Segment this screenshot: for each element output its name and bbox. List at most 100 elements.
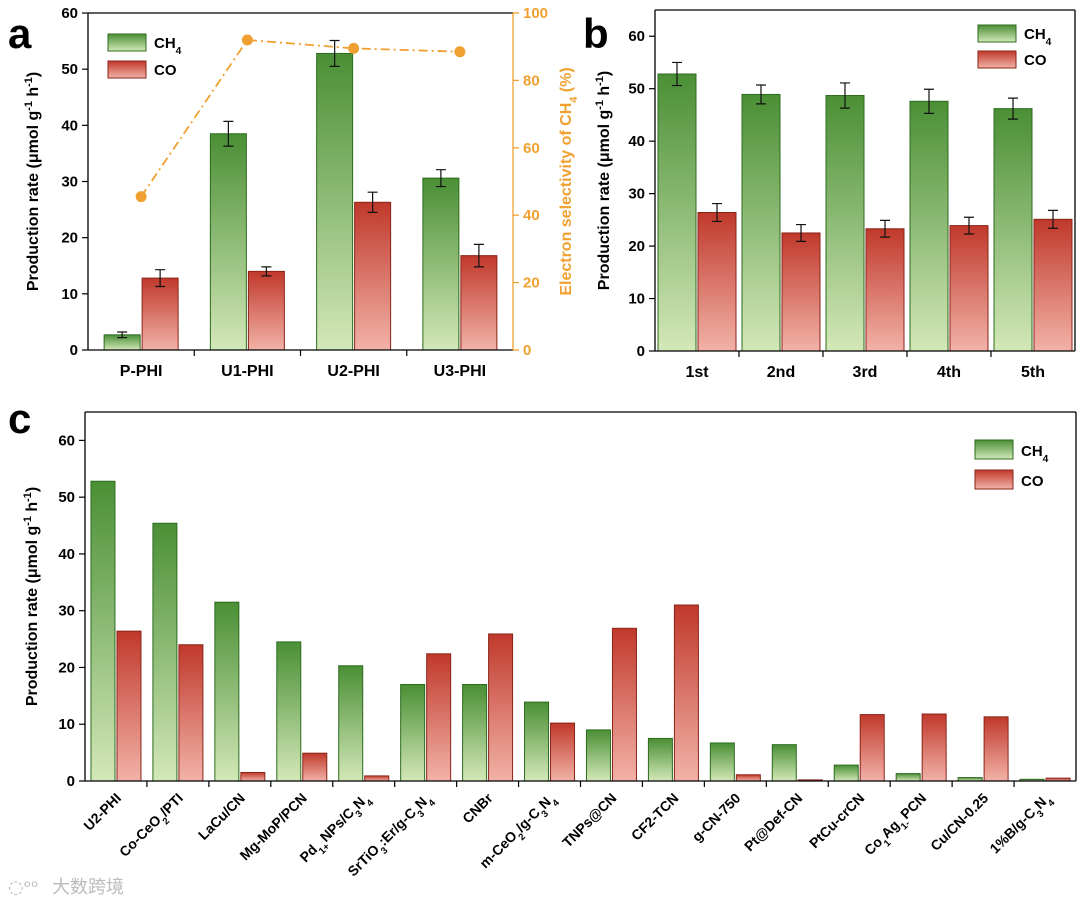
bar-co-7 [488, 633, 514, 782]
errorbar-ch4-5 [1008, 97, 1018, 120]
y2-tick-label: 40 [523, 207, 540, 224]
selectivity-point-1 [135, 191, 147, 203]
bar-co-9 [611, 627, 637, 782]
bar-ch4-4 [276, 641, 302, 782]
y2-tick-label: 60 [523, 140, 540, 157]
category-label-3: U2-PHI [327, 363, 379, 380]
legend-label-ch4: CH4 [154, 35, 182, 57]
bar-ch4-1 [657, 73, 697, 352]
errorbar-ch4-1 [672, 61, 682, 87]
bar-co-10 [673, 604, 699, 782]
bar-co-4 [949, 225, 989, 352]
panel-letter: b [583, 10, 609, 57]
bar-co-5 [1033, 218, 1073, 352]
legend-swatch-ch4 [974, 439, 1014, 460]
bar-co-2 [178, 644, 204, 782]
y-tick-label: 30 [61, 174, 78, 191]
bar-ch4-10 [647, 737, 673, 782]
y-tick-label: 0 [637, 343, 645, 360]
bar-ch4-2 [209, 133, 247, 351]
errorbar-ch4-2 [756, 84, 766, 105]
y-tick-label: 20 [628, 238, 645, 255]
category-label-16: 1%B/g-C3N4 [986, 789, 1057, 860]
errorbar-ch4-3 [840, 82, 850, 109]
y-tick-label: 20 [58, 659, 75, 676]
category-label-1: U2-PHI [80, 790, 124, 834]
y-tick-label: 60 [628, 28, 645, 45]
bar-co-14 [921, 713, 947, 782]
y-tick-label: 40 [58, 546, 75, 563]
y-tick-label: 40 [628, 133, 645, 150]
bar-ch4-12 [771, 744, 797, 782]
y2-tick-label: 0 [523, 342, 531, 359]
legend: CH4 CO [107, 33, 182, 79]
bar-co-15 [983, 716, 1009, 782]
y-axis-label: Production rate (μmol g-1 h-1) [22, 487, 41, 706]
category-label-2: U1-PHI [221, 363, 273, 380]
category-label-14: Co1Ag1-PCN [861, 790, 933, 862]
bar-ch4-4 [909, 100, 949, 352]
selectivity-point-4 [454, 46, 466, 58]
bar-ch4-9 [585, 729, 611, 782]
bar-ch4-8 [524, 701, 550, 782]
category-label-4: 4th [937, 364, 961, 381]
y-tick-label: 0 [70, 342, 78, 359]
y-tick-label: 50 [58, 489, 75, 506]
bar-ch4-3 [316, 52, 354, 351]
category-label-10: CF2-TCN [628, 790, 682, 844]
selectivity-point-2 [241, 34, 253, 46]
errorbar-co-3 [367, 191, 378, 213]
bar-co-3 [865, 228, 905, 352]
bar-co-11 [735, 774, 761, 782]
bar-ch4-5 [993, 108, 1033, 352]
errorbar-co-5 [1048, 209, 1058, 229]
category-label-9: TNPs@CN [559, 790, 620, 851]
panel-letter: a [8, 10, 32, 57]
bar-co-2 [781, 232, 821, 352]
y2-axis-label: Electron selectivity of CH4 (%) [558, 67, 580, 295]
bar-ch4-14 [895, 773, 921, 782]
bar-co-6 [426, 653, 452, 782]
bar-co-8 [550, 722, 576, 782]
errorbar-co-4 [473, 243, 484, 268]
y-tick-label: 20 [61, 230, 78, 247]
category-label-3: LaCu/CN [195, 790, 248, 843]
errorbar-co-1 [712, 202, 722, 223]
bar-co-1 [141, 277, 179, 351]
bar-ch4-13 [833, 764, 859, 782]
bar-co-3 [354, 201, 392, 351]
watermark-logo-icon: ◌ᵒᵒ [8, 877, 39, 898]
legend-label-ch4: CH4 [1021, 443, 1049, 465]
legend: CH4 CO [977, 24, 1052, 69]
y-tick-label: 0 [67, 773, 75, 790]
legend-swatch-co [107, 60, 147, 79]
panel-letter: c [8, 395, 31, 442]
panel-b: b 1st 2nd 3rd 4th 5th 0 10 20 30 40 50 60 Production … [583, 9, 1076, 381]
bar-co-4 [460, 255, 498, 351]
bar-ch4-7 [462, 683, 488, 782]
legend-swatch-co [977, 50, 1017, 69]
errorbar-co-1 [155, 269, 166, 288]
watermark: ◌ᵒᵒ 大数跨境 [8, 877, 124, 898]
y-tick-label: 60 [58, 432, 75, 449]
bar-ch4-4 [422, 177, 460, 351]
errorbar-ch4-1 [117, 331, 128, 339]
category-label-15: Cu/CN-0.25 [927, 790, 991, 854]
y2-tick-label: 100 [523, 5, 548, 22]
y2-tick-label: 20 [523, 275, 540, 292]
errorbar-co-2 [261, 266, 272, 277]
watermark-text: 大数跨境 [52, 877, 124, 898]
bar-ch4-3 [825, 95, 865, 352]
errorbar-ch4-3 [329, 39, 340, 67]
y-axis-label: Production rate (μmol g-1 h-1) [594, 71, 613, 290]
y-tick-label: 30 [628, 186, 645, 203]
legend-swatch-co [974, 469, 1014, 490]
bar-ch4-3 [214, 601, 240, 782]
errorbar-ch4-4 [435, 169, 446, 188]
errorbar-ch4-4 [924, 88, 934, 114]
y-axis-label: Production rate (μmol g-1 h-1) [23, 72, 42, 291]
y-tick-label: 10 [61, 286, 78, 303]
y-tick-label: 50 [61, 61, 78, 78]
